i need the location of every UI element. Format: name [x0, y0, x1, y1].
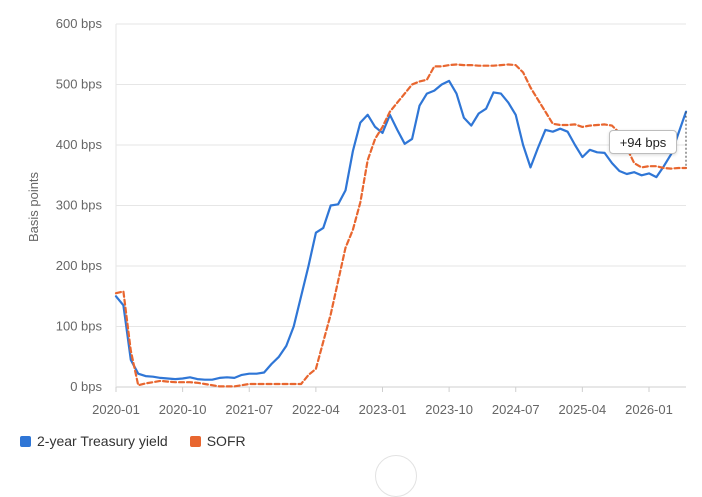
- scroll-indicator[interactable]: [375, 455, 417, 497]
- legend-item-sofr[interactable]: SOFR: [189, 433, 246, 449]
- legend-label-treasury: 2-year Treasury yield: [37, 433, 168, 449]
- y-tick-label: 100 bps: [56, 319, 103, 334]
- x-tick-label: 2026-01: [625, 402, 673, 417]
- legend-label-sofr: SOFR: [206, 433, 246, 449]
- y-tick-label: 0 bps: [70, 379, 102, 394]
- legend: 2-year Treasury yield SOFR: [20, 433, 246, 449]
- gridlines: [115, 23, 686, 388]
- x-tick-label: 2020-10: [159, 402, 207, 417]
- y-tick-label: 300 bps: [56, 198, 103, 213]
- series-line-sofr: [114, 63, 688, 388]
- y-axis-ticks: 0 bps 100 bps 200 bps 300 bps 400 bps 500 bps…: [56, 16, 103, 394]
- y-tick-label: 500 bps: [56, 77, 103, 92]
- x-tick-label: 2023-10: [425, 402, 473, 417]
- x-tick-label: 2020-01: [92, 402, 140, 417]
- y-axis-title: Basis points: [26, 171, 41, 242]
- x-tick-label: 2021-07: [225, 402, 273, 417]
- series-line-treasury: [114, 79, 688, 381]
- difference-tooltip: +94 bps: [609, 130, 677, 154]
- x-tick-label: 2023-01: [359, 402, 407, 417]
- x-tick-label: 2022-04: [292, 402, 340, 417]
- line-chart: 0 bps 100 bps 200 bps 300 bps 400 bps 500 bps…: [26, 16, 688, 417]
- difference-value: +94 bps: [619, 134, 667, 150]
- y-tick-label: 200 bps: [56, 258, 103, 273]
- x-tick-label: 2024-07: [492, 402, 540, 417]
- legend-swatch-treasury: [20, 435, 31, 447]
- x-tick-label: 2025-04: [559, 402, 607, 417]
- legend-swatch-sofr: [189, 435, 201, 447]
- series-lines: [114, 63, 688, 388]
- legend-item-treasury[interactable]: 2-year Treasury yield: [20, 433, 168, 449]
- y-tick-label: 600 bps: [56, 16, 103, 31]
- y-tick-label: 400 bps: [56, 137, 103, 152]
- x-axis-ticks: 2020-01 2020-10 2021-07 2022-04 2023-01 2023-…: [92, 387, 673, 417]
